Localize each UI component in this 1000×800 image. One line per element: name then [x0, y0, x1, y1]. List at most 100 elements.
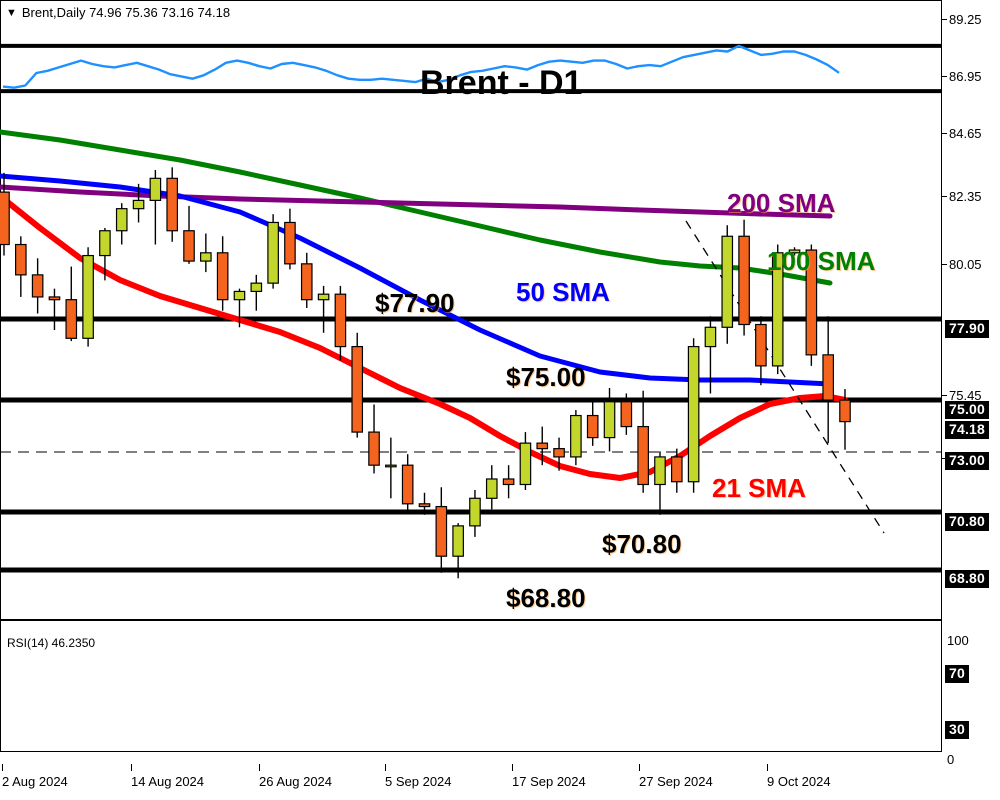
candle-bearish[interactable]	[334, 293, 347, 348]
descending-trendline	[685, 220, 885, 534]
price-tick-label: 80.05	[949, 257, 982, 272]
sma-100-line[interactable]	[0, 129, 833, 286]
candle-bearish[interactable]	[822, 354, 834, 401]
price-tick-mark	[942, 264, 947, 265]
candle-bullish[interactable]	[132, 199, 145, 210]
candle-bearish[interactable]	[15, 243, 27, 276]
candle-bullish[interactable]	[99, 230, 111, 257]
candle-bearish[interactable]	[620, 401, 633, 428]
candle-bearish[interactable]	[536, 442, 549, 450]
candle-bullish[interactable]	[452, 525, 464, 557]
candle-bearish[interactable]	[216, 252, 229, 301]
trendline[interactable]	[685, 220, 885, 534]
candle-bearish[interactable]	[351, 345, 364, 433]
price-tick-label: 82.35	[949, 189, 982, 204]
candle-bearish[interactable]	[553, 448, 565, 458]
date-tick-mark	[639, 764, 640, 771]
candle-bullish[interactable]	[267, 221, 279, 284]
candle-bearish[interactable]	[48, 296, 61, 301]
date-label: 14 Aug 2024	[131, 774, 205, 789]
label-price-7500: $75.00	[506, 362, 586, 392]
candle-bearish[interactable]	[65, 299, 78, 339]
price-panel[interactable]	[0, 0, 942, 620]
date-label: 9 Oct 2024	[767, 774, 831, 789]
candle-bullish[interactable]	[771, 252, 784, 367]
horizontal-level-lines	[0, 316, 941, 573]
candle-bullish[interactable]	[115, 208, 128, 232]
candle-bearish[interactable]	[418, 503, 431, 508]
candle-bearish[interactable]	[755, 323, 767, 367]
candle-bullish[interactable]	[469, 497, 481, 527]
candle-bullish[interactable]	[721, 235, 734, 328]
rsi-plot-area	[0, 43, 941, 94]
date-tick-mark	[767, 764, 768, 771]
candle-bullish[interactable]	[82, 254, 94, 339]
price-tick-mark	[942, 458, 947, 459]
candle-bullish[interactable]	[788, 249, 801, 254]
price-tag-7080[interactable]: 70.80	[945, 513, 990, 531]
candle-bearish[interactable]	[805, 249, 818, 356]
price-tag-7300[interactable]: 73.00	[945, 452, 990, 470]
candle-bullish[interactable]	[385, 464, 397, 468]
candle-bearish[interactable]	[31, 274, 44, 298]
candle-bearish[interactable]	[738, 235, 750, 326]
candle-bearish[interactable]	[839, 399, 851, 423]
candle-bearish[interactable]	[166, 177, 179, 232]
candle-bearish[interactable]	[670, 456, 683, 483]
candle-bearish[interactable]	[401, 464, 414, 505]
rsi-tag-70[interactable]: 70	[945, 665, 969, 683]
candle-bearish[interactable]	[435, 505, 448, 557]
sma-200-line[interactable]	[0, 184, 833, 219]
candle-bullish[interactable]	[654, 456, 666, 486]
candle-bearish[interactable]	[586, 414, 599, 439]
price-tag-7790[interactable]: 77.90	[945, 320, 990, 338]
price-tick-mark	[942, 19, 947, 20]
candle-bullish[interactable]	[250, 282, 263, 293]
rsi-panel[interactable]	[0, 43, 942, 752]
candle-bearish[interactable]	[0, 191, 10, 246]
price-tick-mark	[942, 196, 947, 197]
candle-bearish[interactable]	[300, 263, 313, 301]
candle-bullish[interactable]	[485, 478, 498, 499]
chart-title: Brent - D1	[420, 64, 583, 102]
candle-bullish[interactable]	[704, 326, 717, 348]
date-label: 27 Sep 2024	[639, 774, 713, 789]
label-21-sma: 21 SMA	[712, 473, 806, 503]
candle-bullish[interactable]	[570, 414, 582, 458]
rsi-axis[interactable]: 100 0 70 30	[942, 632, 1000, 766]
rsi-polyline[interactable]	[2, 44, 840, 89]
date-label: 5 Sep 2024	[385, 774, 452, 789]
price-tag-7418[interactable]: 74.18	[945, 421, 990, 439]
candle-bearish[interactable]	[502, 478, 515, 486]
price-tag-6880[interactable]: 68.80	[945, 570, 990, 588]
collapse-caret-icon[interactable]: ▼	[6, 7, 17, 19]
candle-bearish[interactable]	[183, 230, 195, 262]
candle-bearish[interactable]	[284, 221, 296, 265]
candle-bullish[interactable]	[149, 177, 162, 201]
candle-bearish[interactable]	[637, 425, 649, 486]
candle-bullish[interactable]	[233, 290, 246, 301]
candle-bullish[interactable]	[603, 401, 616, 439]
price-axis[interactable]: 89.2586.9584.6582.3580.0575.4573.1577.90…	[942, 8, 1000, 628]
date-label: 2 Aug 2024	[2, 774, 68, 789]
candle-bullish[interactable]	[200, 252, 212, 262]
rsi-tag-30[interactable]: 30	[945, 721, 969, 739]
price-tag-7500[interactable]: 75.00	[945, 401, 990, 419]
candlestick-series	[0, 167, 851, 579]
symbol-and-ohlc: Brent,Daily 74.96 75.36 73.16 74.18	[21, 5, 231, 20]
label-200-sma: 200 SMA	[727, 188, 836, 218]
candle-bearish[interactable]	[368, 431, 380, 466]
label-price-6880: $68.80	[506, 583, 586, 613]
date-label: 17 Sep 2024	[512, 774, 586, 789]
rsi-tick-label: 100	[947, 633, 969, 648]
price-tick-label: 89.25	[949, 12, 982, 27]
candle-bullish[interactable]	[317, 293, 330, 301]
price-tick-mark	[942, 395, 947, 396]
candle-bullish[interactable]	[519, 442, 532, 486]
date-tick-mark	[512, 764, 513, 771]
price-tick-label: 75.45	[949, 388, 982, 403]
sma-21-line[interactable]	[0, 193, 848, 481]
candle-bullish[interactable]	[687, 345, 700, 483]
time-axis[interactable]: 2 Aug 2024 14 Aug 2024 26 Aug 2024 5 Sep 20…	[0, 764, 1000, 800]
